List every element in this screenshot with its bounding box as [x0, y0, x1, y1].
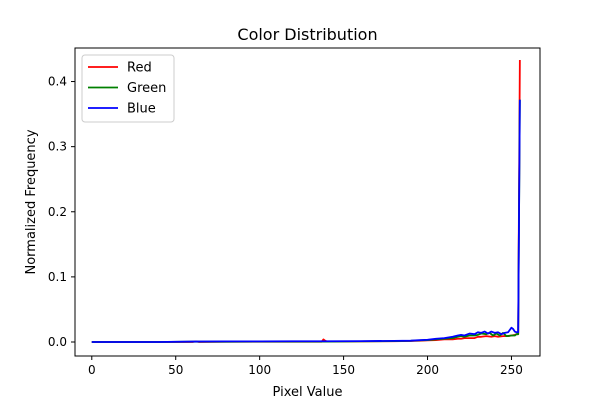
y-axis-label: Normalized Frequency	[24, 129, 39, 274]
plot-frame	[74, 47, 541, 357]
y-tick-label: 0.2	[48, 205, 67, 219]
legend-label-green: Green	[127, 81, 166, 96]
y-axis-ticks: 0.0 0.1 0.2 0.3 0.4	[48, 75, 75, 349]
series-line-blue	[91, 99, 521, 343]
x-tick-label: 100	[248, 363, 271, 377]
y-tick-label: 0.4	[48, 75, 67, 89]
y-tick-label: 0.0	[48, 335, 67, 349]
x-tick-label: 50	[168, 363, 183, 377]
x-tick-label: 200	[416, 363, 439, 377]
chart-title: Color Distribution	[237, 25, 377, 44]
x-axis-ticks: 0 50 100 150 200 250	[88, 356, 523, 377]
legend-label-blue: Blue	[127, 102, 156, 117]
x-tick-label: 250	[500, 363, 523, 377]
legend-label-red: Red	[127, 61, 152, 76]
x-tick-label: 150	[332, 363, 355, 377]
x-tick-label: 0	[88, 363, 96, 377]
x-axis-label: Pixel Value	[273, 385, 343, 400]
y-tick-label: 0.1	[48, 270, 67, 284]
y-tick-label: 0.3	[48, 140, 67, 154]
series-layer	[91, 60, 521, 343]
legend-frame	[81, 54, 175, 123]
legend: Red Green Blue	[81, 54, 175, 123]
